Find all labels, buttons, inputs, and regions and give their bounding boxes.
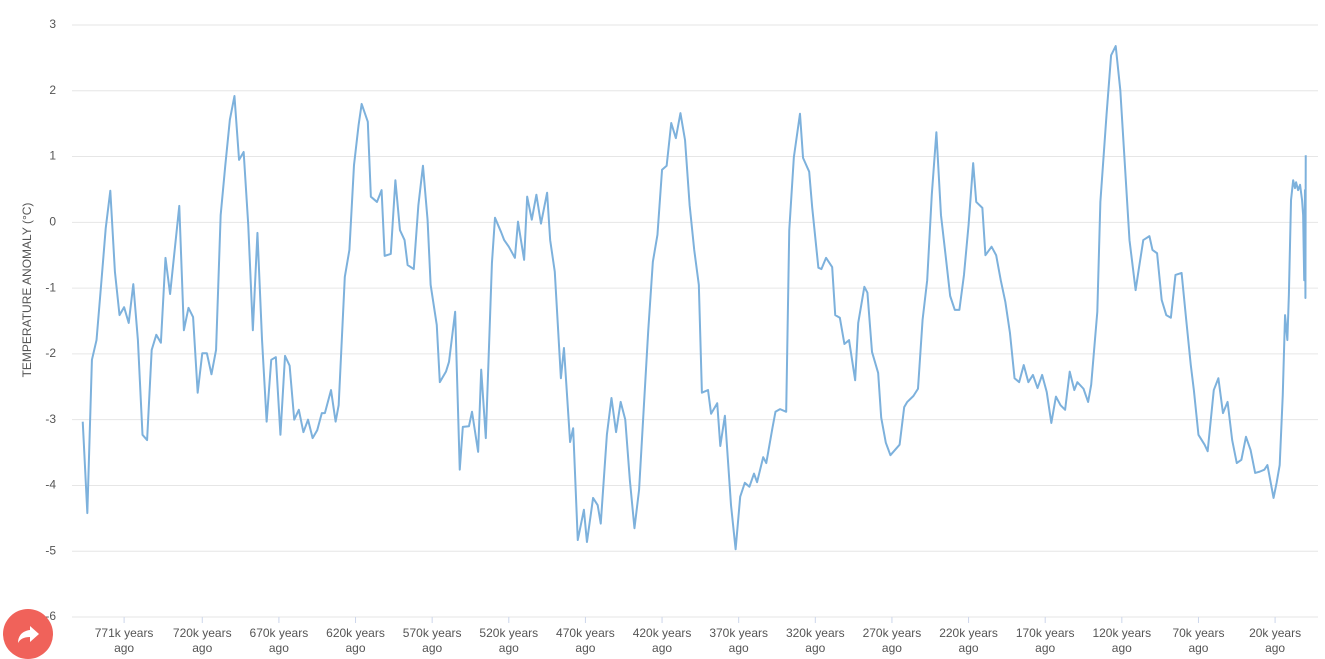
x-tick-label: 120k years ago bbox=[1092, 626, 1152, 655]
share-icon bbox=[18, 626, 39, 643]
x-tick-label: 620k years ago bbox=[326, 626, 385, 655]
y-tick-label: 2 bbox=[49, 83, 56, 97]
y-tick-label: 0 bbox=[49, 215, 56, 229]
y-tick-label: -6 bbox=[45, 609, 56, 623]
x-tick-label: 70k years ago bbox=[1172, 626, 1225, 655]
x-tick-label: 420k years ago bbox=[632, 626, 692, 655]
x-tick-label: 20k years ago bbox=[1249, 626, 1302, 655]
y-tick-label: -5 bbox=[45, 543, 56, 557]
x-tick-label: 771k years ago bbox=[94, 626, 154, 655]
y-tick-label: 3 bbox=[49, 17, 56, 31]
y-tick-label: 1 bbox=[49, 149, 56, 163]
x-tick-label: 470k years ago bbox=[556, 626, 615, 655]
x-tick-label: 570k years ago bbox=[402, 626, 462, 655]
x-tick-label: 320k years ago bbox=[785, 626, 845, 655]
y-tick-label: -1 bbox=[45, 280, 56, 294]
share-button[interactable] bbox=[3, 609, 53, 659]
y-axis-label: TEMPERATURE ANOMALY (°C) bbox=[20, 203, 34, 378]
x-tick-label: 270k years ago bbox=[862, 626, 922, 655]
x-tick-label: 370k years ago bbox=[709, 626, 769, 655]
x-tick-label: 670k years ago bbox=[249, 626, 309, 655]
x-tick-label: 720k years ago bbox=[172, 626, 232, 655]
y-tick-label: -4 bbox=[45, 478, 56, 492]
data-line bbox=[81, 45, 1307, 551]
x-tick-label: 170k years ago bbox=[1015, 626, 1075, 655]
x-tick-label: 520k years ago bbox=[479, 626, 539, 655]
x-tick-label: 220k years ago bbox=[939, 626, 998, 655]
y-tick-label: -3 bbox=[45, 412, 56, 426]
y-tick-label: -2 bbox=[45, 346, 56, 360]
